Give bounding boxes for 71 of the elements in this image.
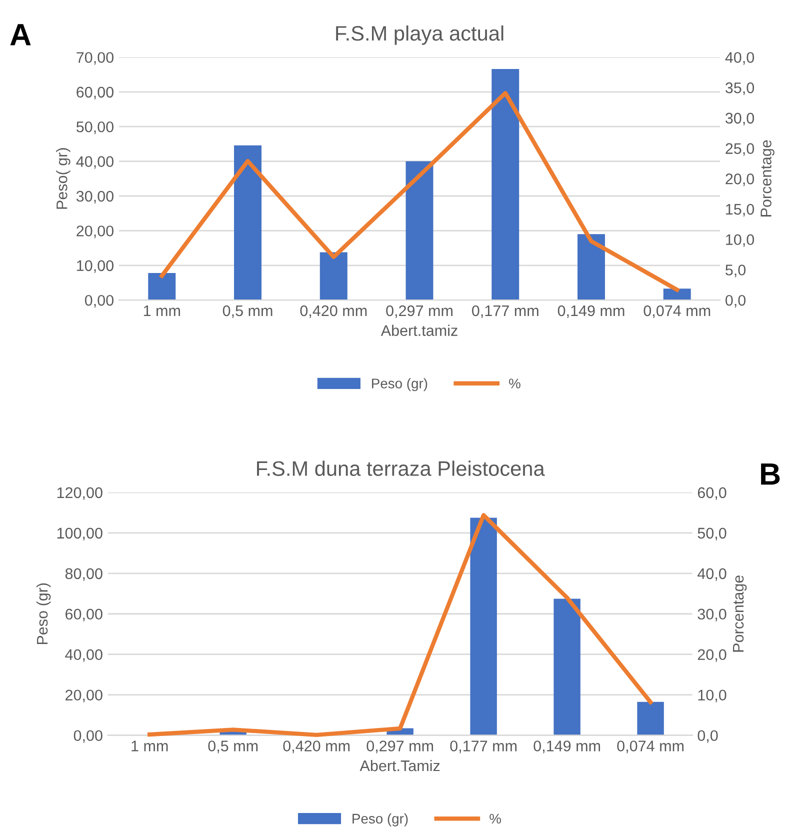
- y-tick-label: 30,00: [76, 190, 114, 204]
- y-axis-title: Peso( gr): [56, 148, 70, 209]
- x-tick-label: 0,149 mm: [534, 740, 600, 754]
- bar: [637, 702, 664, 736]
- y2-tick-label: 20,0: [726, 174, 754, 186]
- text: B: [761, 464, 780, 485]
- chart-title: F.S.M duna terraza Pleistocena: [257, 460, 545, 476]
- y-tick-label: 60,00: [66, 608, 102, 622]
- y2-tick-label: 60,0: [698, 487, 726, 500]
- x-tick-label: 0,297 mm: [386, 305, 452, 318]
- x-tick-label: 0,420 mm: [300, 305, 367, 318]
- bar: [578, 234, 605, 300]
- y-tick-label: 50,00: [76, 121, 114, 134]
- y2-tick-label: 40,0: [698, 568, 726, 581]
- y-axis-title: Peso (gr): [36, 583, 51, 644]
- x-tick-label: 0,5 mm: [222, 305, 272, 318]
- x-tick-label: 0,5 mm: [208, 740, 258, 754]
- legend-label: %: [509, 378, 520, 388]
- y2-tick-label: 30,0: [725, 112, 754, 126]
- y-tick-label: 0,00: [84, 294, 114, 308]
- y2-tick-label: 10,0: [698, 690, 726, 702]
- y-tick-label: 80,00: [65, 568, 102, 581]
- y2-tick-label: 15,0: [726, 204, 754, 217]
- bar: [148, 273, 176, 300]
- y2-tick-label: 35,0: [725, 82, 754, 96]
- y2-tick-label: 30,0: [698, 608, 726, 622]
- line-series: [148, 513, 653, 738]
- legend-label: Peso (gr): [352, 813, 408, 826]
- legend-label: Peso (gr): [372, 378, 428, 392]
- y2-tick-label: 25,0: [726, 143, 754, 156]
- x-tick-label: 0,177 mm: [472, 305, 538, 318]
- x-tick-label: 0,074 mm: [644, 305, 710, 318]
- y-tick-label: 70,00: [76, 52, 114, 65]
- y2-tick-label: 0,0: [726, 294, 746, 308]
- text: A: [10, 24, 31, 46]
- y-tick-label: 40,00: [76, 156, 114, 169]
- x-tick-label: 0,149 mm: [558, 305, 624, 318]
- bar: [492, 69, 520, 300]
- x-tick-label: 0,297 mm: [366, 740, 434, 754]
- y-tick-label: 40,00: [65, 649, 102, 662]
- y2-tick-label: 10,0: [726, 234, 754, 247]
- y-tick-label: 100,00: [57, 528, 102, 540]
- x-tick-label: 1 mm: [132, 740, 168, 752]
- x-tick-label: 1 mm: [144, 306, 180, 316]
- x-tick-label: 0,177 mm: [450, 740, 517, 754]
- y2-tick-label: 50,0: [698, 528, 726, 540]
- y2-tick-label: 20,0: [698, 649, 726, 662]
- bar: [234, 145, 262, 300]
- bar: [663, 288, 691, 300]
- bar: [406, 161, 434, 300]
- x-axis-title: Abert.tamiz: [380, 324, 458, 336]
- y-tick-label: 120,00: [57, 487, 102, 500]
- y2-tick-label: 40,0: [725, 52, 754, 65]
- y-tick-label: 60,00: [76, 86, 114, 100]
- legend-label: %: [490, 814, 501, 824]
- x-axis-title: Abert.Tamiz: [360, 760, 440, 772]
- x-tick-label: 0,420 mm: [283, 740, 350, 754]
- y2-tick-label: 0,0: [698, 730, 718, 743]
- line-series: [160, 90, 680, 292]
- y2-tick-label: 5,0: [726, 264, 746, 278]
- y2-axis-title: Porcentage: [733, 575, 747, 652]
- y-tick-label: 20,00: [66, 690, 102, 702]
- y-tick-label: 10,00: [77, 260, 114, 273]
- y-tick-label: 20,00: [76, 226, 114, 238]
- x-tick-label: 0,074 mm: [617, 740, 684, 754]
- y2-axis-title: Porcentage: [760, 140, 774, 216]
- bar: [320, 252, 348, 300]
- y-tick-label: 0,00: [74, 730, 102, 743]
- bar: [554, 598, 580, 736]
- chart-title: F.S.M playa actual: [336, 25, 504, 45]
- bar: [470, 518, 497, 736]
